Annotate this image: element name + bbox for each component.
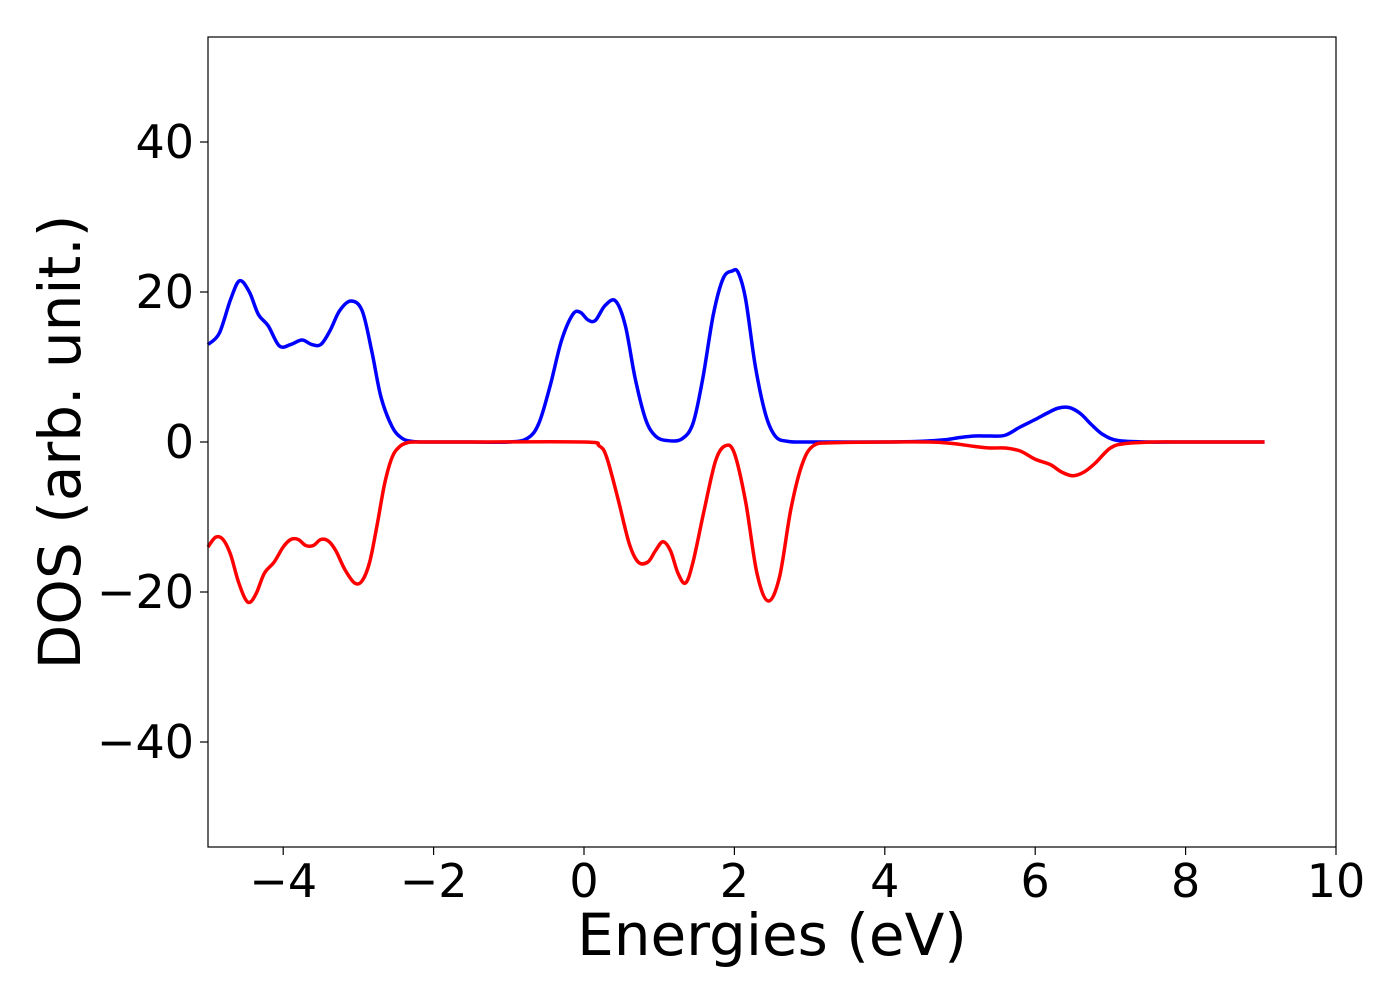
y-tick-label: 40 <box>135 115 194 169</box>
series-line-2 <box>206 439 1265 605</box>
y-tick-label: 0 <box>165 415 194 469</box>
y-tick-label: −20 <box>97 565 194 619</box>
series-layer <box>206 267 1265 605</box>
y-tick-label: −40 <box>97 715 194 769</box>
x-axis-title: Energies (eV) <box>577 901 967 969</box>
x-tick-label: 8 <box>1171 854 1200 908</box>
x-axis: −4 −2 0 2 4 6 8 10 <box>249 847 1365 908</box>
x-tick-label: 10 <box>1307 854 1366 908</box>
x-tick-label: −4 <box>249 854 317 908</box>
y-tick-label: 20 <box>135 265 194 319</box>
x-tick-label: 4 <box>870 854 899 908</box>
series-line-1 <box>206 267 1265 445</box>
y-axis-title: DOS (arb. unit.) <box>26 215 94 670</box>
x-tick-label: −2 <box>400 854 468 908</box>
x-tick-label: 2 <box>720 854 749 908</box>
x-tick-label: 0 <box>569 854 598 908</box>
y-axis: −40 −20 0 20 40 <box>97 115 208 769</box>
x-tick-label: 6 <box>1021 854 1050 908</box>
